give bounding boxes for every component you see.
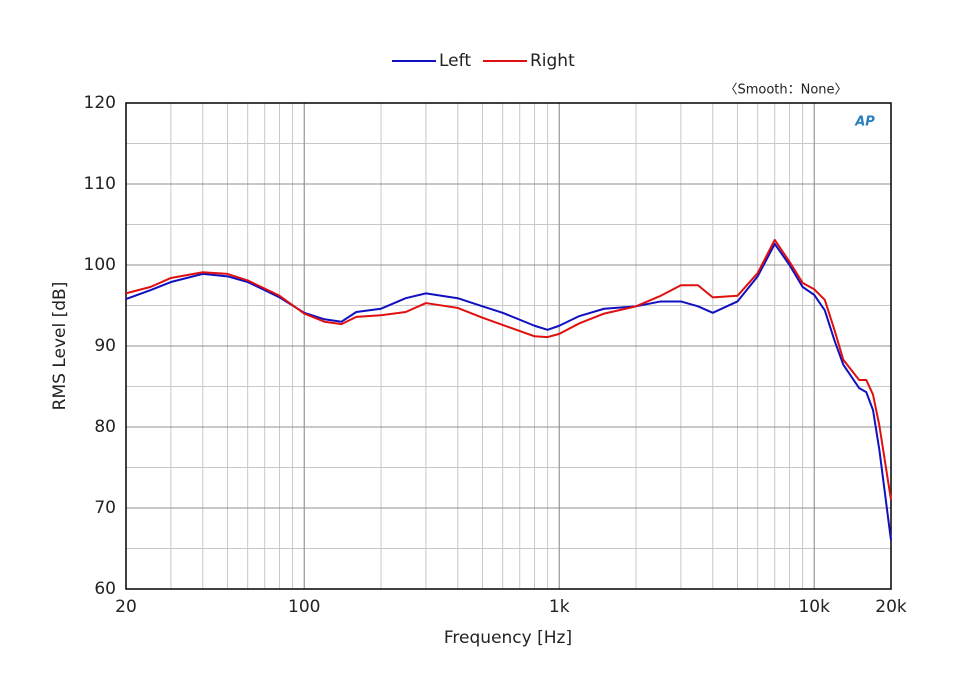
x-axis-label: Frequency [Hz] [444,628,572,648]
logo: AP [854,115,875,130]
legend-label: Left [439,51,471,71]
series-line [125,242,892,541]
y-tick-label: 60 [94,579,116,599]
y-tick-label: 90 [94,336,116,356]
x-tick-label: 10k [798,597,830,617]
series-line [125,238,892,501]
y-axis-label: RMS Level [dB] [50,282,70,411]
plot-frame [125,102,892,590]
y-tick-label: 110 [84,174,116,194]
x-tick-label: 20 [115,597,137,617]
x-tick-label: 20k [875,597,907,617]
annotation: 〈Smooth：None〉 [724,83,847,98]
y-tick-label: 120 [84,93,116,113]
legend-label: Right [530,51,575,71]
y-tick-label: 70 [94,498,116,518]
grid [125,102,892,590]
y-tick-label: 80 [94,417,116,437]
x-tick-label: 1k [549,597,570,617]
y-tick-label: 100 [84,255,116,275]
x-tick-label: 100 [288,597,320,617]
